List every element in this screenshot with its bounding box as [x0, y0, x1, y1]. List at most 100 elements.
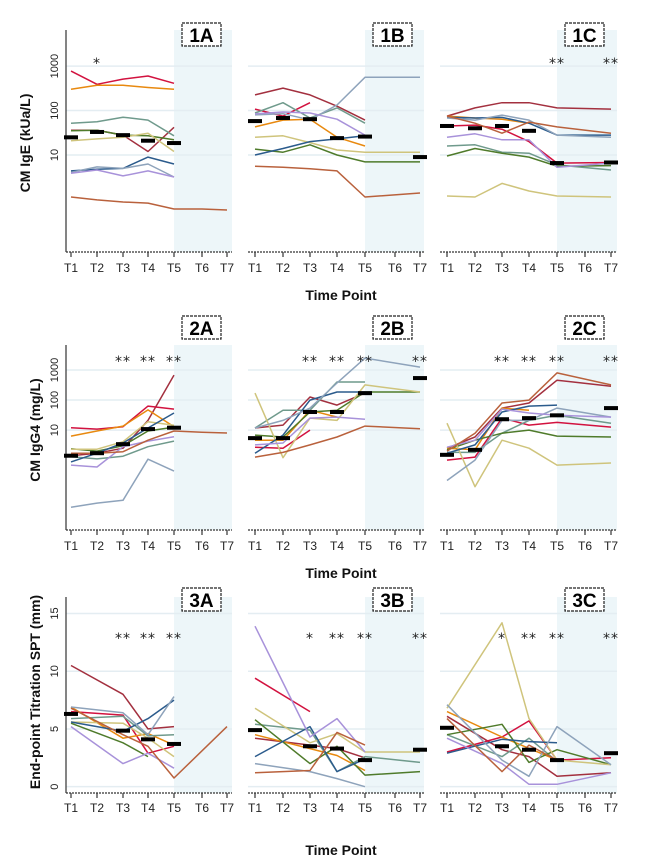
- series-line-blue: [446, 738, 558, 754]
- x-tick-label: T3: [303, 539, 317, 553]
- series-line-lavender: [254, 416, 366, 446]
- x-tick-label: T7: [220, 801, 234, 815]
- x-tick-label: T5: [167, 539, 181, 553]
- series-line-grayblue: [446, 407, 612, 482]
- series-line-grayblue: [446, 114, 612, 139]
- x-tick-label: T5: [550, 539, 564, 553]
- panel-label-box: [372, 315, 413, 340]
- series-line-green: [446, 723, 612, 766]
- x-tick-label: T4: [141, 539, 155, 553]
- y-tick-label: 10: [49, 665, 61, 677]
- panel-label-box: [181, 22, 222, 47]
- series-line-sienna: [254, 165, 421, 198]
- shaded-region: [365, 345, 424, 530]
- significance-marker: **: [357, 354, 373, 370]
- series-line-darkred: [70, 664, 175, 730]
- median-marker: [440, 725, 454, 730]
- series-line-sienna: [70, 707, 228, 779]
- series-line-khaki: [70, 721, 175, 758]
- y-tick-label: 10: [49, 149, 61, 161]
- median-marker: [303, 410, 317, 415]
- median-marker: [550, 161, 564, 166]
- median-marker: [468, 447, 482, 452]
- significance-marker: *: [498, 631, 506, 647]
- panel-label-box: [181, 587, 222, 612]
- x-tick-label: T5: [167, 801, 181, 815]
- series-line-orange: [70, 84, 175, 91]
- series-line-grayblue: [254, 357, 421, 429]
- median-marker: [276, 116, 290, 121]
- significance-marker: *: [93, 56, 101, 72]
- series-line-green: [254, 719, 421, 776]
- median-marker: [248, 728, 262, 733]
- x-tick-label: T7: [413, 801, 427, 815]
- median-marker: [330, 746, 344, 751]
- series-line-green: [254, 144, 420, 163]
- y-tick-label: 0: [49, 784, 61, 790]
- x-tick-label: T1: [248, 539, 262, 553]
- series-line-lavender: [70, 435, 175, 468]
- series-line-grayblue: [70, 163, 175, 178]
- x-tick-label: T7: [604, 801, 618, 815]
- x-tick-label: T2: [276, 801, 290, 815]
- median-marker: [495, 123, 509, 128]
- x-tick-label: T6: [195, 801, 209, 815]
- series-line-lavender: [446, 133, 612, 169]
- median-marker: [167, 425, 181, 430]
- y-tick-label: 100: [49, 391, 61, 409]
- y-axis-title: CM IgG4 (mg/L): [27, 378, 43, 481]
- series-line-grayblue: [254, 76, 420, 121]
- x-tick-label: T5: [550, 801, 564, 815]
- x-tick-label: T4: [522, 261, 536, 275]
- panel-2c: T1 T2 T3 T4 T5 T6 T7 ** ** ** ** 2C: [440, 315, 619, 553]
- panel-label: 2C: [572, 319, 597, 340]
- series-line-teal: [70, 440, 175, 460]
- series-line-darkred: [446, 715, 612, 778]
- y-axis-title: CM IgE (kUa/L): [17, 94, 33, 193]
- x-tick-label: T1: [440, 539, 454, 553]
- significance-marker: **: [494, 354, 510, 370]
- shaded-region: [365, 597, 424, 793]
- significance-marker: **: [603, 354, 619, 370]
- x-tick-label: T7: [413, 261, 427, 275]
- x-tick-label: T3: [495, 801, 509, 815]
- median-marker: [604, 751, 618, 756]
- x-tick-label: T5: [167, 261, 181, 275]
- median-marker: [116, 728, 130, 733]
- significance-marker: **: [166, 354, 182, 370]
- median-marker: [413, 155, 427, 160]
- median-marker: [440, 123, 454, 128]
- series-line-crimson: [70, 70, 175, 86]
- median-marker: [167, 141, 181, 146]
- y-tick-label: 15: [49, 607, 61, 619]
- series-line-grayblue: [254, 762, 366, 788]
- series-line-crimson: [446, 417, 612, 461]
- x-tick-label: T1: [64, 261, 78, 275]
- panel-label-box: [372, 587, 413, 612]
- panel-1a: 10 100 1000 T1 T2 T3 T4 T5 T6 T7 * 1A: [49, 22, 234, 275]
- median-marker: [550, 758, 564, 763]
- median-marker: [358, 758, 372, 763]
- x-tick-label: T7: [413, 539, 427, 553]
- y-axis-title: End-point Titration SPT (mm): [27, 595, 43, 789]
- significance-marker: **: [115, 354, 131, 370]
- series-line-blue: [254, 391, 365, 454]
- x-tick-label: T3: [495, 539, 509, 553]
- median-marker: [116, 442, 130, 447]
- significance-marker: **: [521, 354, 537, 370]
- x-tick-label: T1: [440, 801, 454, 815]
- significance-marker: **: [329, 631, 345, 647]
- series-line-lavender: [254, 111, 366, 136]
- median-marker: [64, 135, 78, 140]
- series-line-khaki: [254, 135, 420, 153]
- y-tick-label: 10: [49, 424, 61, 436]
- series-line-sienna: [70, 196, 228, 211]
- panel-label-box: [564, 22, 605, 47]
- x-tick-label: T2: [276, 261, 290, 275]
- panel-label: 3C: [572, 591, 597, 612]
- shaded-region: [557, 30, 617, 252]
- panel-label: 2B: [380, 319, 404, 340]
- panel-label-box: [181, 315, 222, 340]
- series-line-darkred: [446, 379, 612, 449]
